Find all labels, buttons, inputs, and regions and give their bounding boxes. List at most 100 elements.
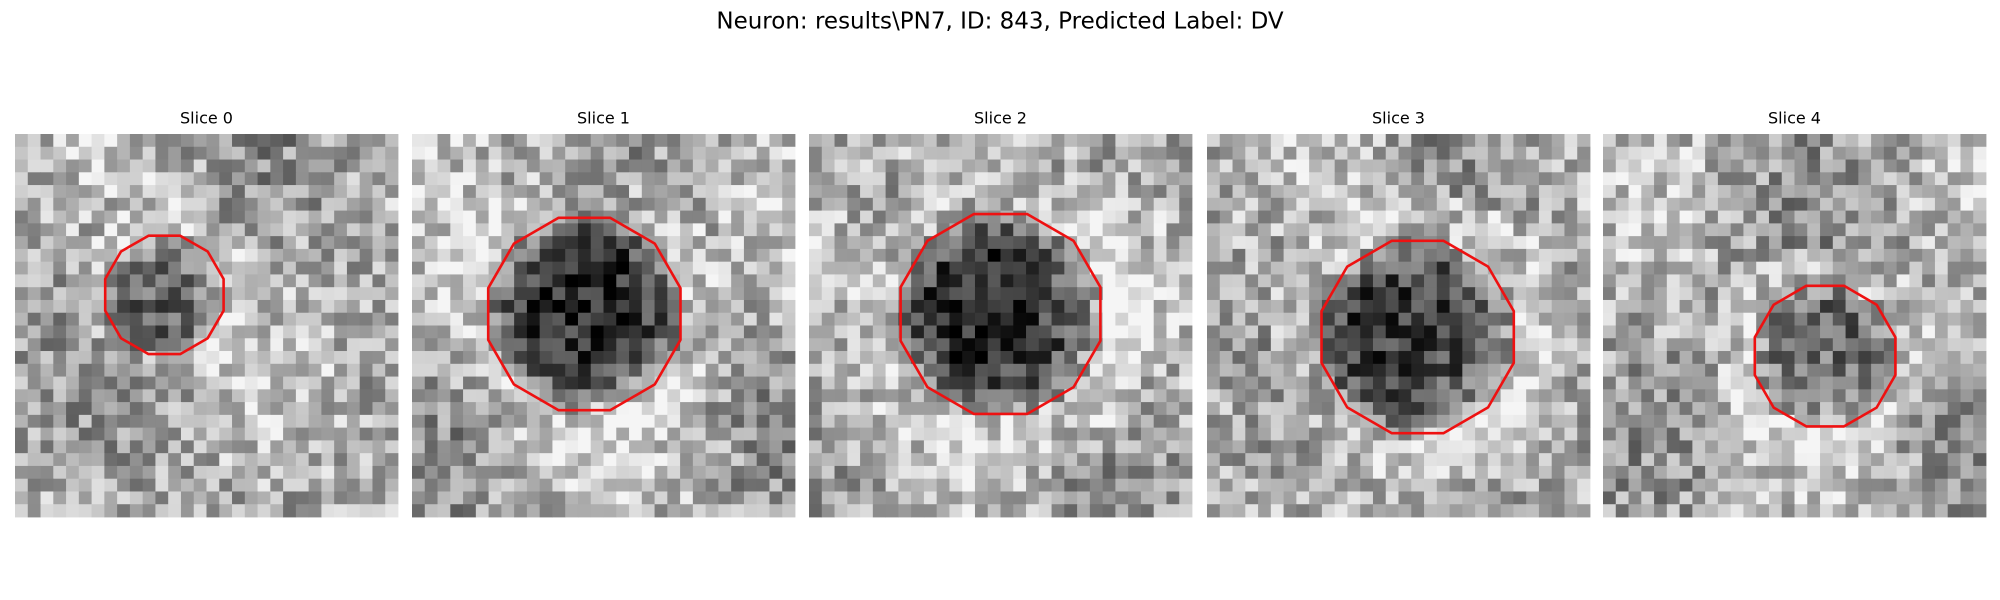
pixel <box>1794 389 1808 403</box>
pixel <box>1436 389 1450 403</box>
pixel <box>1128 185 1142 199</box>
pixel <box>1577 236 1591 250</box>
pixel <box>372 197 386 211</box>
pixel <box>1615 248 1629 263</box>
pixel <box>847 299 861 314</box>
pixel <box>78 440 92 454</box>
pixel <box>680 197 694 211</box>
pixel <box>616 236 630 250</box>
pixel <box>1551 248 1565 263</box>
pixel <box>1666 440 1680 454</box>
pixel <box>488 248 502 263</box>
pixel <box>475 248 489 263</box>
pixel <box>654 312 668 326</box>
pixel <box>1179 427 1193 441</box>
pixel <box>53 197 67 211</box>
pixel <box>308 351 322 365</box>
pixel <box>1398 351 1412 365</box>
pixel <box>219 504 233 518</box>
pixel <box>53 159 67 173</box>
pixel <box>809 236 823 250</box>
pixel <box>1334 351 1348 365</box>
pixel <box>1475 210 1489 224</box>
pixel <box>769 414 783 429</box>
pixel <box>1166 402 1180 416</box>
pixel <box>283 197 297 211</box>
pixel <box>1398 478 1412 492</box>
pixel <box>974 261 989 275</box>
pixel <box>1436 338 1450 352</box>
pixel <box>809 504 823 518</box>
pixel <box>104 223 118 237</box>
pixel <box>1258 351 1272 365</box>
pixel <box>1845 287 1859 301</box>
pixel <box>1883 414 1898 429</box>
pixel <box>1947 414 1961 429</box>
pixel <box>756 261 770 275</box>
pixel <box>1102 325 1116 339</box>
pixel <box>219 236 233 250</box>
pixel <box>1436 351 1450 365</box>
pixel <box>1564 453 1578 467</box>
pixel <box>1321 402 1336 416</box>
pixel <box>769 197 783 211</box>
pixel <box>66 427 80 441</box>
pixel <box>1372 478 1387 492</box>
pixel <box>1628 248 1642 263</box>
pixel <box>987 159 1001 173</box>
pixel <box>463 146 477 160</box>
pixel <box>450 414 464 429</box>
pixel <box>1692 325 1706 339</box>
pixel <box>1692 197 1706 211</box>
pixel <box>1679 414 1693 429</box>
pixel <box>1551 414 1565 429</box>
pixel <box>1960 376 1974 390</box>
pixel <box>1296 376 1310 390</box>
pixel <box>1153 414 1167 429</box>
pixel <box>91 414 105 429</box>
pixel <box>641 134 655 148</box>
pixel <box>629 325 643 339</box>
pixel <box>488 504 502 518</box>
pixel <box>1038 440 1052 454</box>
pixel <box>756 146 770 160</box>
pixel <box>885 453 899 467</box>
pixel <box>1628 376 1642 390</box>
pixel <box>1128 299 1142 314</box>
pixel <box>1026 299 1040 314</box>
pixel <box>718 197 732 211</box>
pixel <box>1051 185 1065 199</box>
pixel <box>1424 248 1438 263</box>
pixel <box>206 440 220 454</box>
pixel <box>1309 491 1323 505</box>
pixel <box>1153 197 1167 211</box>
pixel <box>667 197 681 211</box>
pixel <box>424 351 438 365</box>
pixel <box>1115 236 1129 250</box>
pixel <box>923 172 938 186</box>
contour <box>103 234 225 356</box>
pixel <box>654 402 668 416</box>
pixel <box>1896 185 1910 199</box>
pixel <box>117 236 131 250</box>
pixel <box>232 210 246 224</box>
pixel <box>385 440 399 454</box>
pixel <box>346 236 361 250</box>
pixel <box>1654 453 1668 467</box>
pixel <box>1321 248 1336 263</box>
pixel <box>949 146 963 160</box>
pixel <box>15 338 29 352</box>
pixel <box>1500 172 1514 186</box>
pixel <box>680 376 694 390</box>
pixel <box>91 338 105 352</box>
pixel <box>1038 338 1052 352</box>
pixel <box>372 299 386 314</box>
pixel <box>1424 146 1438 160</box>
pixel <box>1538 478 1553 492</box>
pixel <box>232 427 246 441</box>
pixel <box>552 325 566 339</box>
pixel <box>1270 363 1284 377</box>
pixel <box>1166 134 1180 148</box>
pixel <box>692 351 707 365</box>
pixel <box>1153 351 1167 365</box>
